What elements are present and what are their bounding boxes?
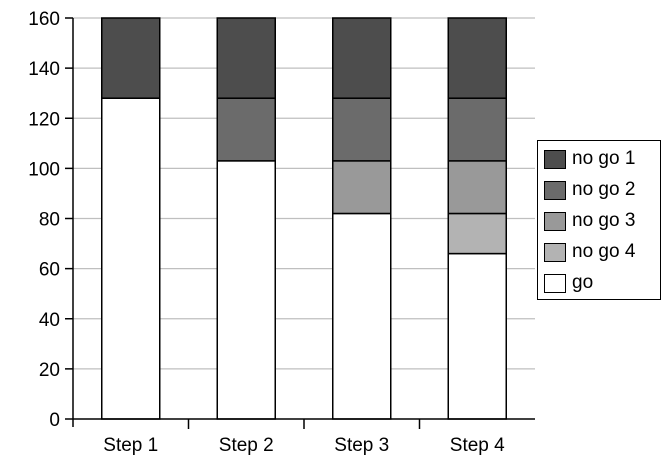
bar-segment bbox=[447, 252, 507, 420]
legend-label: no go 2 bbox=[572, 179, 636, 200]
y-tick-label: 160 bbox=[28, 9, 60, 30]
y-tick-labels: 0 20 40 60 80 100 120 140 160 bbox=[28, 9, 60, 431]
x-tick-label: Step 2 bbox=[219, 435, 274, 456]
legend-swatch bbox=[544, 273, 566, 293]
legend-swatch bbox=[544, 242, 566, 262]
bars bbox=[101, 17, 507, 420]
y-tick-label: 80 bbox=[39, 210, 60, 231]
bar-segment bbox=[332, 160, 392, 215]
x-tick-label: Step 4 bbox=[450, 435, 505, 456]
bar-segment bbox=[332, 212, 392, 420]
x-tick-label: Step 1 bbox=[103, 435, 158, 456]
bar-segment bbox=[216, 17, 276, 99]
legend-item: go bbox=[544, 272, 593, 294]
bar-segment bbox=[216, 97, 276, 162]
x-tick-labels: Step 1 Step 2 Step 3 Step 4 bbox=[103, 435, 505, 456]
bar-segment bbox=[216, 160, 276, 420]
bar-segment bbox=[101, 97, 161, 420]
legend-item: no go 3 bbox=[544, 210, 635, 232]
y-tick-label: 100 bbox=[28, 159, 60, 180]
bar-segment bbox=[101, 17, 161, 99]
legend-item: no go 4 bbox=[544, 241, 635, 263]
bar-segment bbox=[332, 97, 392, 162]
y-tick-label: 140 bbox=[28, 59, 60, 80]
bar-segment bbox=[447, 17, 507, 99]
y-tick-label: 60 bbox=[39, 260, 60, 281]
legend-label: no go 4 bbox=[572, 241, 636, 262]
y-tick-label: 20 bbox=[39, 360, 60, 381]
legend: no go 1 no go 2 no go 3 no go 4 go bbox=[537, 140, 661, 300]
legend-item: no go 2 bbox=[544, 179, 635, 201]
legend-item: no go 1 bbox=[544, 148, 635, 170]
x-tick-label: Step 3 bbox=[334, 435, 389, 456]
bar-segment bbox=[447, 97, 507, 162]
axes bbox=[65, 17, 535, 429]
y-tick-label: 40 bbox=[39, 310, 60, 331]
legend-swatch bbox=[544, 211, 566, 231]
bar-segment bbox=[332, 17, 392, 99]
legend-swatch bbox=[544, 180, 566, 200]
y-tick-label: 0 bbox=[49, 410, 60, 431]
legend-label: no go 3 bbox=[572, 210, 636, 231]
y-tick-label: 120 bbox=[28, 109, 60, 130]
legend-label: go bbox=[572, 272, 594, 293]
bar-segment bbox=[447, 160, 507, 215]
bar-segment bbox=[447, 212, 507, 255]
legend-label: no go 1 bbox=[572, 148, 636, 169]
legend-swatch bbox=[544, 149, 566, 169]
